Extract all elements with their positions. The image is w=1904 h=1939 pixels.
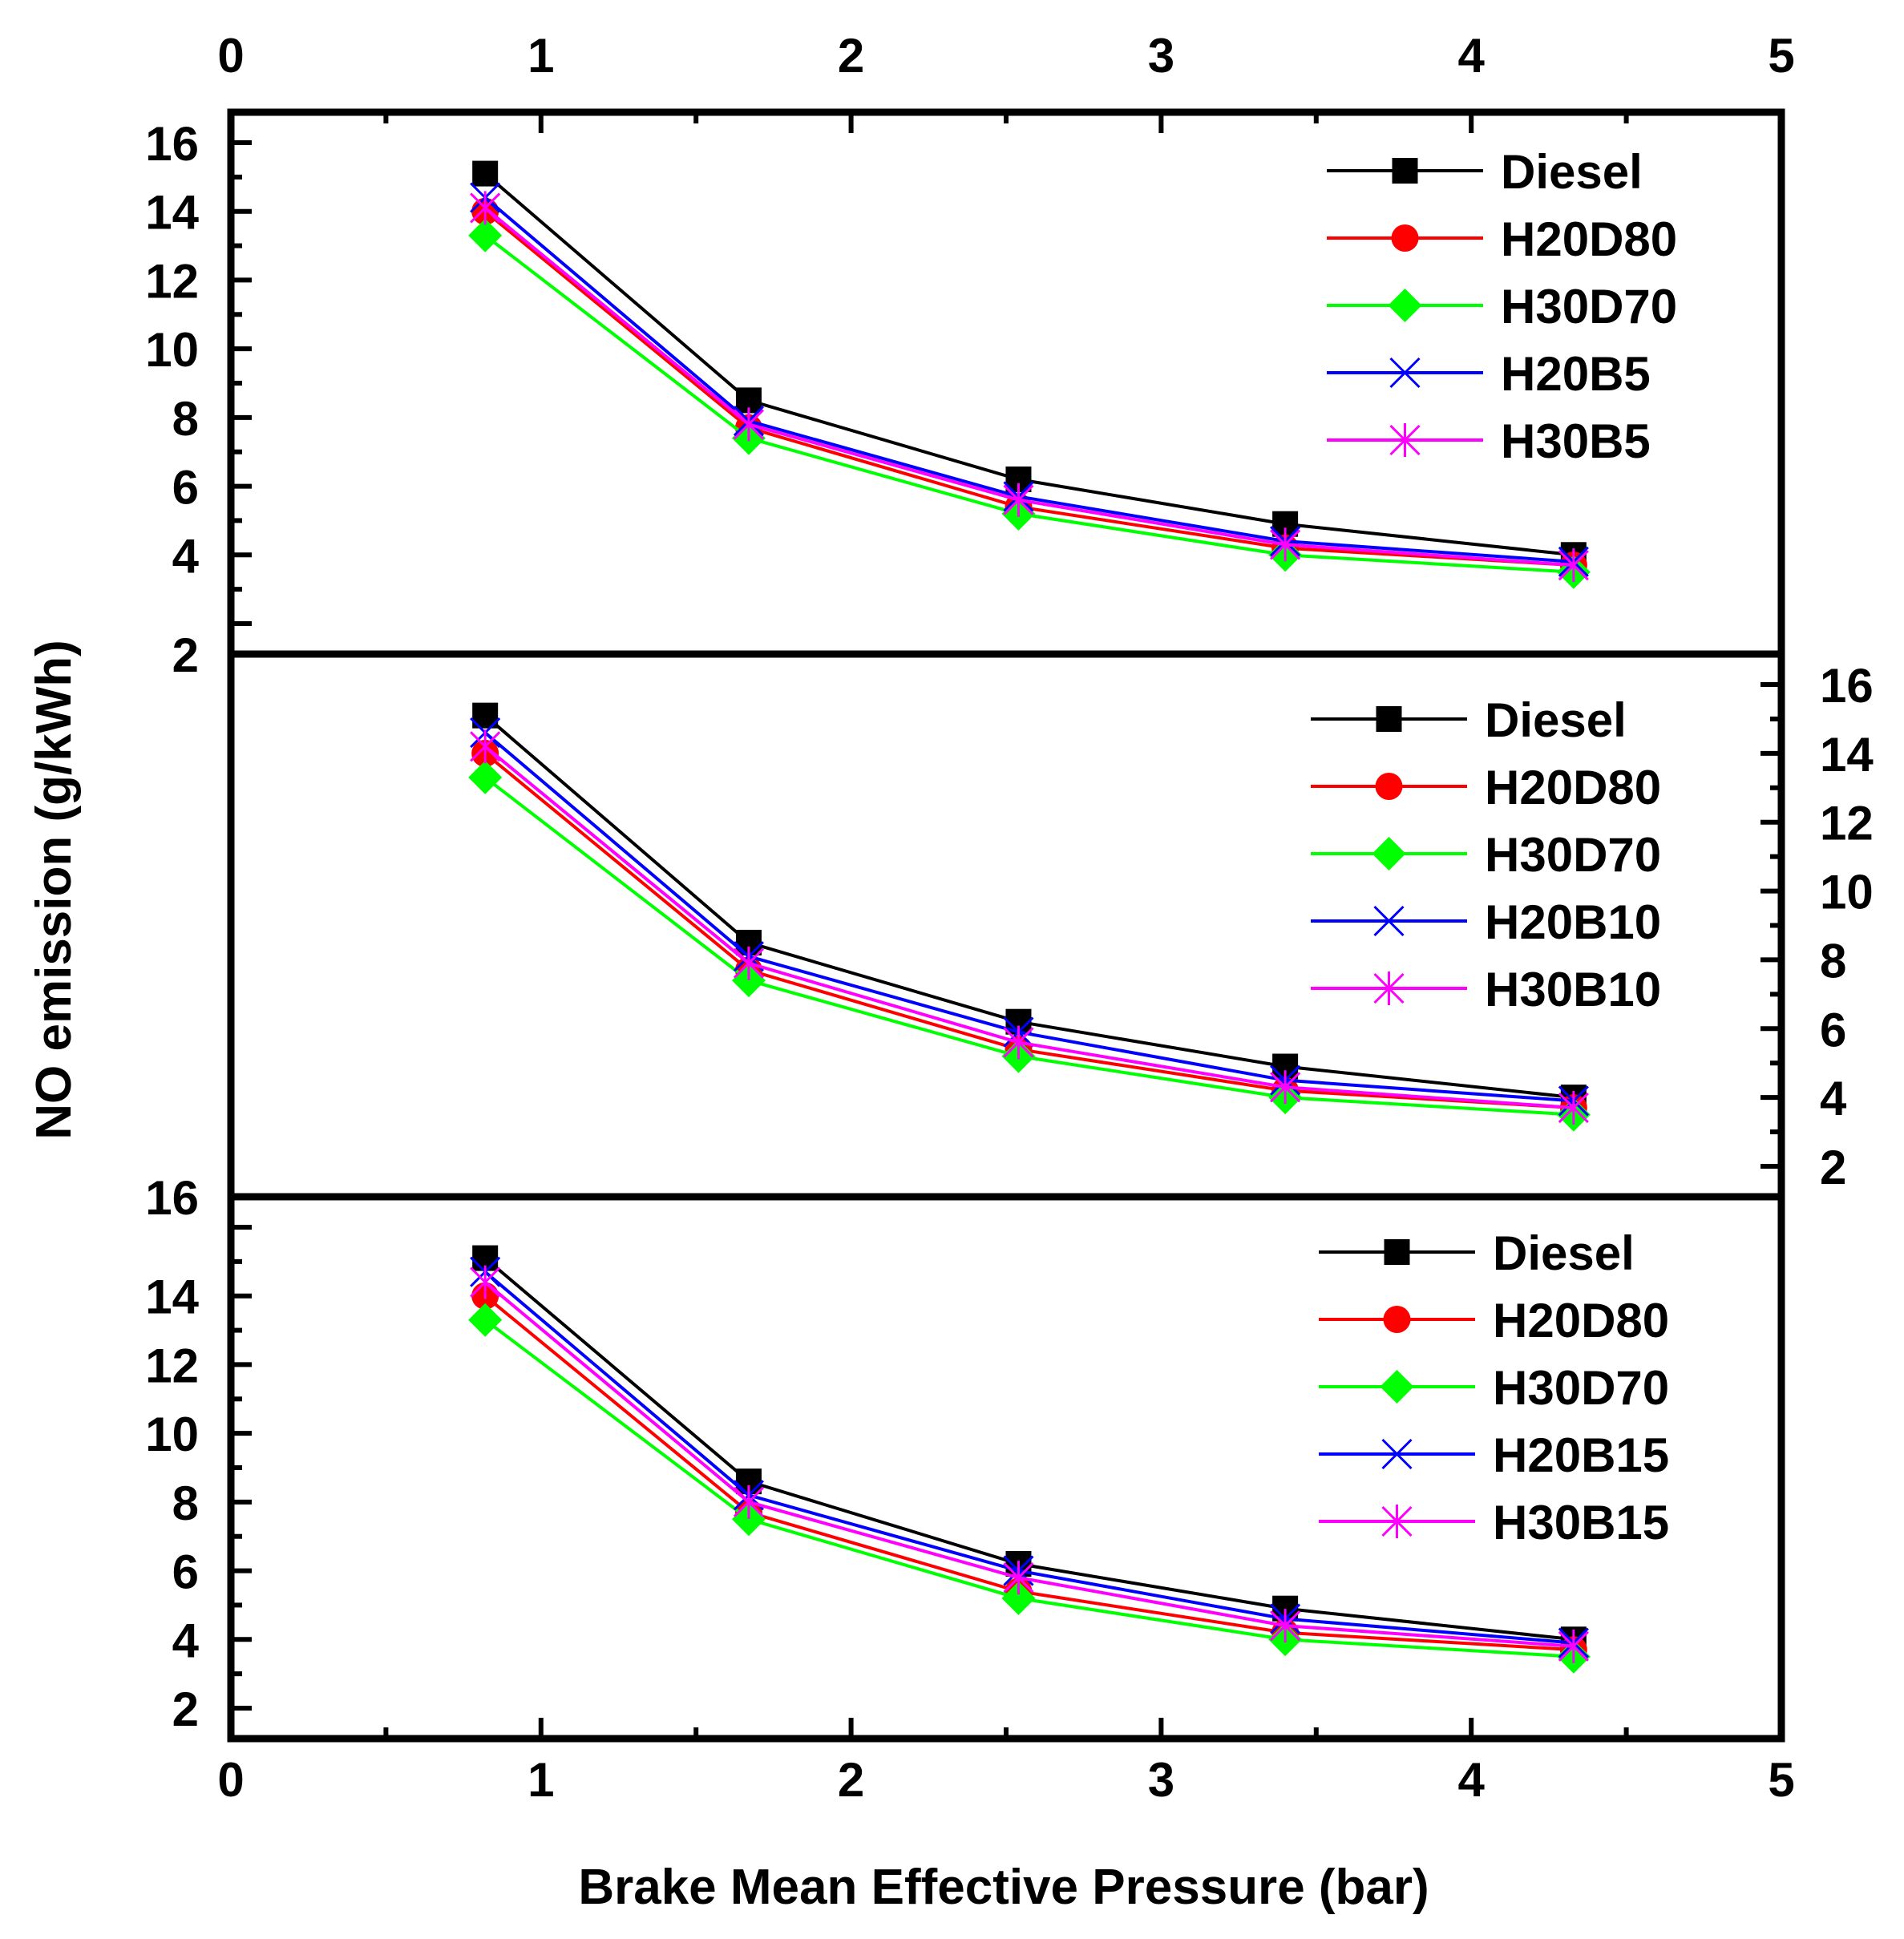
data-point-H30B15 — [1003, 1561, 1034, 1595]
legend-marker — [1372, 837, 1406, 871]
legend-marker — [1383, 1306, 1411, 1333]
y-tick-label: 14 — [145, 186, 199, 240]
legend-marker — [1381, 1438, 1413, 1470]
y-tick-label: 8 — [1820, 934, 1846, 988]
y-tick-label: 12 — [1820, 797, 1874, 850]
y-tick-label: 6 — [1820, 1003, 1846, 1056]
legend-label: H20D80 — [1493, 1294, 1669, 1347]
y-tick-label: 8 — [172, 392, 199, 446]
y-tick-label: 6 — [172, 461, 199, 515]
legend-label: H30D70 — [1501, 280, 1677, 333]
x-axis-title: Brake Mean Effective Pressure (bar) — [578, 1860, 1429, 1915]
data-point-H30B5 — [1003, 483, 1034, 517]
x-tick-label-bottom: 1 — [528, 1753, 554, 1807]
legend-marker — [1391, 224, 1419, 252]
y-tick-label: 6 — [172, 1545, 199, 1599]
x-tick-label-top: 3 — [1148, 29, 1174, 83]
data-point-H30D70 — [1001, 1581, 1036, 1615]
y-tick-label: 10 — [1820, 866, 1874, 919]
legend-label: H30B10 — [1485, 963, 1661, 1016]
x-tick-label-top: 4 — [1458, 29, 1486, 83]
y-tick-label: 8 — [172, 1476, 199, 1530]
data-point-H30B15 — [1270, 1609, 1301, 1643]
legend-label: H20D80 — [1501, 212, 1677, 266]
data-point-H30B5 — [1558, 548, 1589, 583]
y-tick-label: 4 — [1820, 1072, 1847, 1125]
axis-ticks — [228, 112, 1784, 1739]
y-tick-label: 12 — [145, 254, 199, 308]
x-tick-label-top: 5 — [1768, 29, 1794, 83]
data-point-H30B10 — [1003, 1025, 1034, 1060]
legend-label: Diesel — [1493, 1226, 1635, 1280]
y-axis-title: NO emission (g/kWh) — [26, 640, 82, 1139]
x-tick-label-top: 0 — [217, 29, 244, 83]
legends: Diesel H20D80 H30D70 H20B5 H30B5 Diesel H20D80… — [1311, 145, 1677, 1549]
data-point-H30B15 — [470, 1265, 501, 1299]
x-tick-label-bottom: 4 — [1458, 1753, 1486, 1807]
legend-label: H30D70 — [1493, 1361, 1669, 1415]
data-point-H30B5 — [733, 407, 765, 442]
data-point-H30B10 — [733, 946, 765, 980]
legend-label: H30B15 — [1493, 1496, 1669, 1549]
y-tick-label: 4 — [172, 1614, 200, 1667]
data-point-H30B10 — [470, 729, 501, 764]
legend-marker — [1380, 1370, 1414, 1404]
legend-marker — [1376, 706, 1402, 732]
x-tick-label-bottom: 5 — [1768, 1753, 1794, 1807]
y-tick-label: 10 — [145, 323, 199, 377]
x-tick-label-bottom: 3 — [1148, 1753, 1174, 1807]
axis-labels: 0011223344552468101214162468101214162468… — [145, 29, 1874, 1807]
x-tick-label-bottom: 2 — [838, 1753, 864, 1807]
y-tick-label: 4 — [172, 529, 200, 583]
x-tick-label-bottom: 0 — [217, 1753, 244, 1807]
legend-marker — [1381, 1505, 1413, 1538]
data-point-H30D70 — [468, 218, 503, 252]
legend-label: H20B5 — [1501, 347, 1651, 401]
data-series — [468, 160, 1591, 1674]
y-tick-label: 16 — [1820, 659, 1874, 713]
y-tick-label: 14 — [145, 1270, 199, 1324]
y-tick-label: 16 — [145, 1171, 199, 1225]
data-point-H30B5 — [1270, 527, 1301, 562]
legend-marker — [1373, 972, 1405, 1005]
legend-label: Diesel — [1501, 145, 1643, 199]
data-point-H30B15 — [1558, 1629, 1589, 1663]
legend-marker — [1384, 1239, 1410, 1265]
data-point-H30D70 — [468, 760, 503, 794]
legend-marker — [1373, 905, 1405, 937]
data-point-H30B5 — [470, 191, 501, 225]
legend-label: H30D70 — [1485, 828, 1661, 882]
legend-label: H20B15 — [1493, 1428, 1669, 1482]
y-tick-label: 2 — [172, 1682, 199, 1736]
legend-marker — [1389, 423, 1421, 457]
data-point-H30D70 — [468, 1303, 503, 1337]
y-tick-label: 14 — [1820, 728, 1874, 782]
data-point-H30B10 — [1270, 1070, 1301, 1105]
data-point-Diesel — [472, 160, 499, 187]
legend-label: H20B10 — [1485, 895, 1661, 949]
y-tick-label: 10 — [145, 1408, 199, 1461]
x-tick-label-top: 2 — [838, 29, 864, 83]
legend-marker — [1388, 289, 1422, 322]
legend-marker — [1389, 357, 1421, 389]
legend-label: H30B5 — [1501, 414, 1651, 468]
legend-label: Diesel — [1485, 693, 1627, 747]
y-tick-label: 12 — [145, 1339, 199, 1392]
legend-label: H20D80 — [1485, 761, 1661, 814]
x-tick-label-top: 1 — [528, 29, 554, 83]
legend-marker — [1375, 773, 1403, 800]
legend-marker — [1392, 158, 1418, 184]
data-point-H30B10 — [1558, 1091, 1589, 1125]
y-tick-label: 2 — [172, 628, 199, 682]
data-point-H30B15 — [733, 1485, 765, 1519]
y-tick-label: 16 — [145, 117, 199, 171]
y-tick-label: 2 — [1820, 1141, 1846, 1194]
